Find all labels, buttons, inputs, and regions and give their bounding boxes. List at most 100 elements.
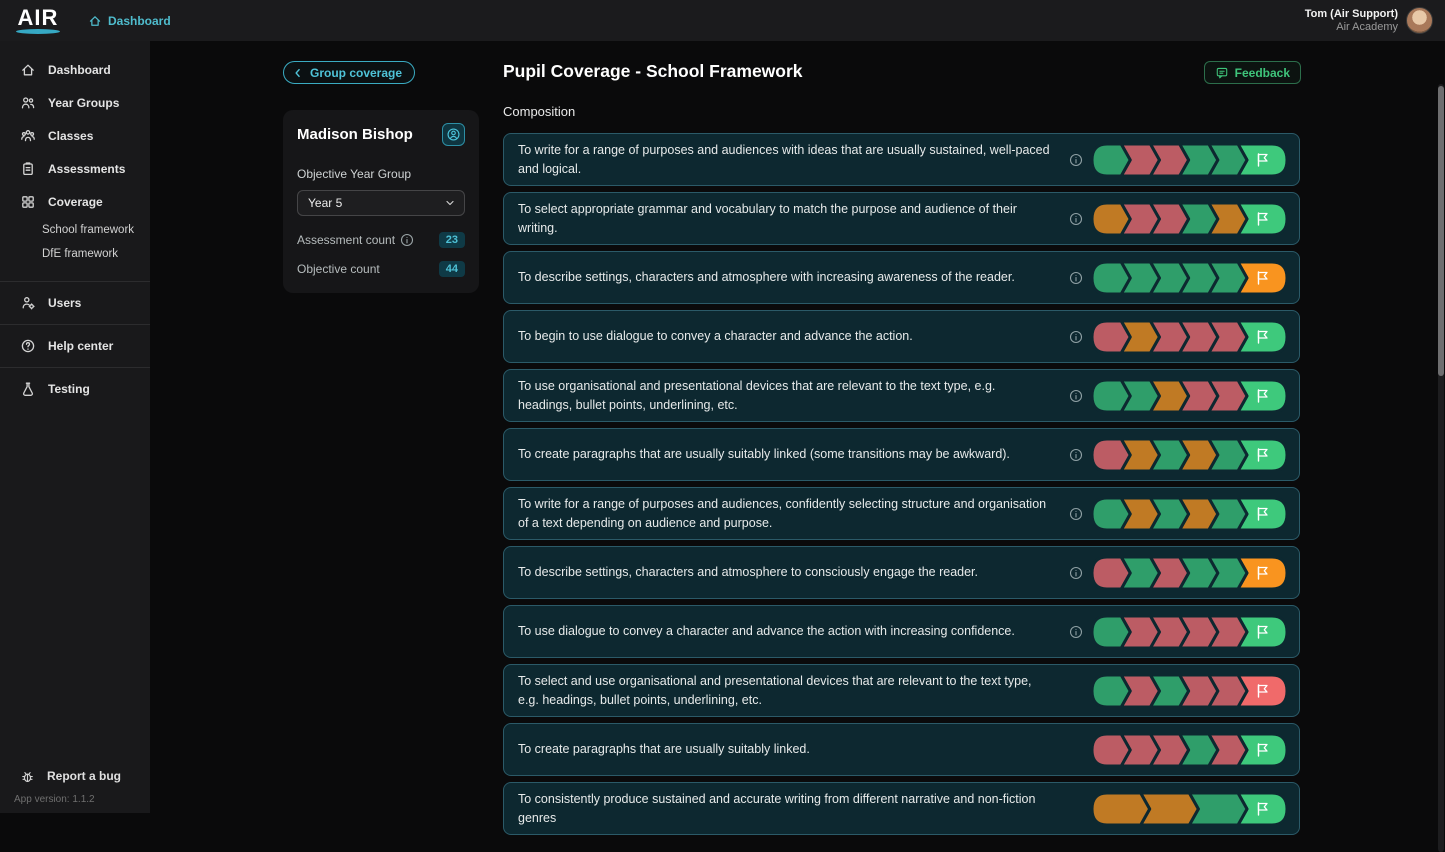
coverage-bar[interactable] [1092, 733, 1287, 766]
home-icon [20, 62, 36, 78]
coverage-bar[interactable] [1092, 320, 1287, 353]
info-icon[interactable] [1069, 330, 1083, 344]
objective-row: To begin to use dialogue to convey a cha… [503, 310, 1300, 363]
report-a-bug-label: Report a bug [47, 769, 121, 783]
sidebar-item-dashboard[interactable]: Dashboard [0, 53, 150, 86]
sidebar-item-label: Testing [48, 382, 90, 396]
sidebar-item-label: Year Groups [48, 95, 120, 110]
objective-row: To use dialogue to convey a character an… [503, 605, 1300, 658]
feedback-label: Feedback [1234, 65, 1290, 80]
sidebar-item-testing[interactable]: Testing [0, 368, 150, 410]
user-org: Air Academy [1336, 20, 1398, 33]
assessment-count-row: Assessment count 23 [297, 232, 465, 248]
home-icon [88, 14, 102, 28]
coverage-bar[interactable] [1092, 497, 1287, 530]
coverage-bar[interactable] [1092, 556, 1287, 589]
info-icon[interactable] [1069, 448, 1083, 462]
coverage-bar[interactable] [1092, 202, 1287, 235]
sidebar-item-assessments[interactable]: Assessments [0, 152, 150, 185]
objective-text: To describe settings, characters and atm… [518, 270, 1015, 285]
objective-text: To write for a range of purposes and aud… [518, 143, 1050, 176]
objective-year-group-select[interactable]: Year 5 [297, 190, 465, 216]
info-icon[interactable] [1069, 625, 1083, 639]
assessment-count-label: Assessment count [297, 233, 414, 247]
coverage-bar[interactable] [1092, 379, 1287, 412]
scrollbar-track[interactable] [1438, 84, 1444, 852]
sidebar-item-label: Help center [48, 339, 114, 353]
sidebar-divider [0, 367, 150, 368]
pupil-card: Madison Bishop Objective Year Group Year… [283, 110, 479, 293]
sidebar-item-coverage[interactable]: Coverage [0, 185, 150, 218]
info-icon[interactable] [400, 233, 414, 247]
objective-text: To use organisational and presentational… [518, 379, 996, 412]
person-circle-icon [446, 127, 461, 142]
sidebar-item-year-groups[interactable]: Year Groups [0, 86, 150, 119]
feedback-icon [1215, 66, 1229, 80]
sidebar-item-label: Dashboard [48, 62, 111, 77]
objective-text: To begin to use dialogue to convey a cha… [518, 329, 913, 344]
classes-icon [20, 128, 36, 144]
coverage-bar[interactable] [1092, 615, 1287, 648]
objective-row: To describe settings, characters and atm… [503, 251, 1300, 304]
coverage-icon [20, 194, 36, 210]
info-icon[interactable] [1069, 212, 1083, 226]
sidebar-subitem-dfe-framework[interactable]: DfE framework [0, 242, 150, 266]
breadcrumb[interactable]: Dashboard [88, 14, 171, 28]
sidebar-item-label: Assessments [48, 161, 126, 176]
sidebar-item-label: Users [48, 296, 82, 310]
year-groups-icon [20, 95, 36, 111]
objective-count-value: 44 [438, 261, 465, 277]
testing-icon [20, 381, 36, 397]
group-coverage-back-label: Group coverage [310, 65, 403, 80]
air-logo[interactable]: AIR [16, 4, 60, 34]
objective-row: To select appropriate grammar and vocabu… [503, 192, 1300, 245]
objective-text: To create paragraphs that are usually su… [518, 447, 1010, 462]
coverage-bar[interactable] [1092, 143, 1287, 176]
app-version: App version: 1.1.2 [14, 794, 95, 805]
sidebar-divider [0, 324, 150, 325]
user-name: Tom (Air Support) [1304, 7, 1398, 20]
pupil-profile-button[interactable] [442, 123, 465, 146]
scrollbar-thumb[interactable] [1438, 86, 1444, 376]
info-icon[interactable] [1069, 271, 1083, 285]
coverage-bar[interactable] [1092, 792, 1287, 825]
sidebar-item-classes[interactable]: Classes [0, 119, 150, 152]
sidebar-item-label: Classes [48, 128, 94, 143]
objective-row: To describe settings, characters and atm… [503, 546, 1300, 599]
objective-count-label: Objective count [297, 262, 380, 276]
avatar[interactable] [1406, 7, 1433, 34]
page-title: Pupil Coverage - School Framework [503, 61, 803, 81]
sidebar-subitem-label: School framework [42, 224, 135, 236]
chevron-down-icon [444, 197, 456, 209]
users-icon [20, 295, 36, 311]
objective-row: To create paragraphs that are usually su… [503, 723, 1300, 776]
info-icon[interactable] [1069, 153, 1083, 167]
assessments-icon [20, 161, 36, 177]
coverage-bar[interactable] [1092, 438, 1287, 471]
air-logo-text: AIR [17, 4, 59, 30]
objective-year-group-value: Year 5 [308, 196, 343, 210]
sidebar-item-help-center[interactable]: Help center [0, 325, 150, 367]
objective-year-group-label: Objective Year Group [297, 167, 412, 181]
breadcrumb-label: Dashboard [108, 13, 171, 28]
info-icon[interactable] [1069, 566, 1083, 580]
report-a-bug-button[interactable]: Report a bug [0, 764, 150, 788]
feedback-button[interactable]: Feedback [1203, 61, 1301, 84]
group-coverage-back-button[interactable]: Group coverage [283, 61, 416, 84]
sidebar-item-users[interactable]: Users [0, 282, 150, 324]
section-title-composition: Composition [503, 104, 576, 119]
coverage-bar[interactable] [1092, 674, 1287, 707]
info-icon[interactable] [1069, 507, 1083, 521]
sidebar-subitem-school-framework[interactable]: School framework [0, 218, 150, 242]
main-content: Group coverage Pupil Coverage - School F… [150, 41, 1445, 852]
sidebar: Dashboard Year Groups Classes Assessments Co… [0, 41, 150, 813]
objective-row: To use organisational and presentational… [503, 369, 1300, 422]
coverage-bar[interactable] [1092, 261, 1287, 294]
objective-row: To write for a range of purposes and aud… [503, 133, 1300, 186]
chevron-left-icon [292, 67, 304, 79]
bug-icon [20, 769, 35, 784]
user-info: Tom (Air Support) Air Academy [1305, 8, 1398, 34]
info-icon[interactable] [1069, 389, 1083, 403]
objective-text: To describe settings, characters and atm… [518, 565, 978, 580]
pupil-name: Madison Bishop [297, 126, 413, 143]
